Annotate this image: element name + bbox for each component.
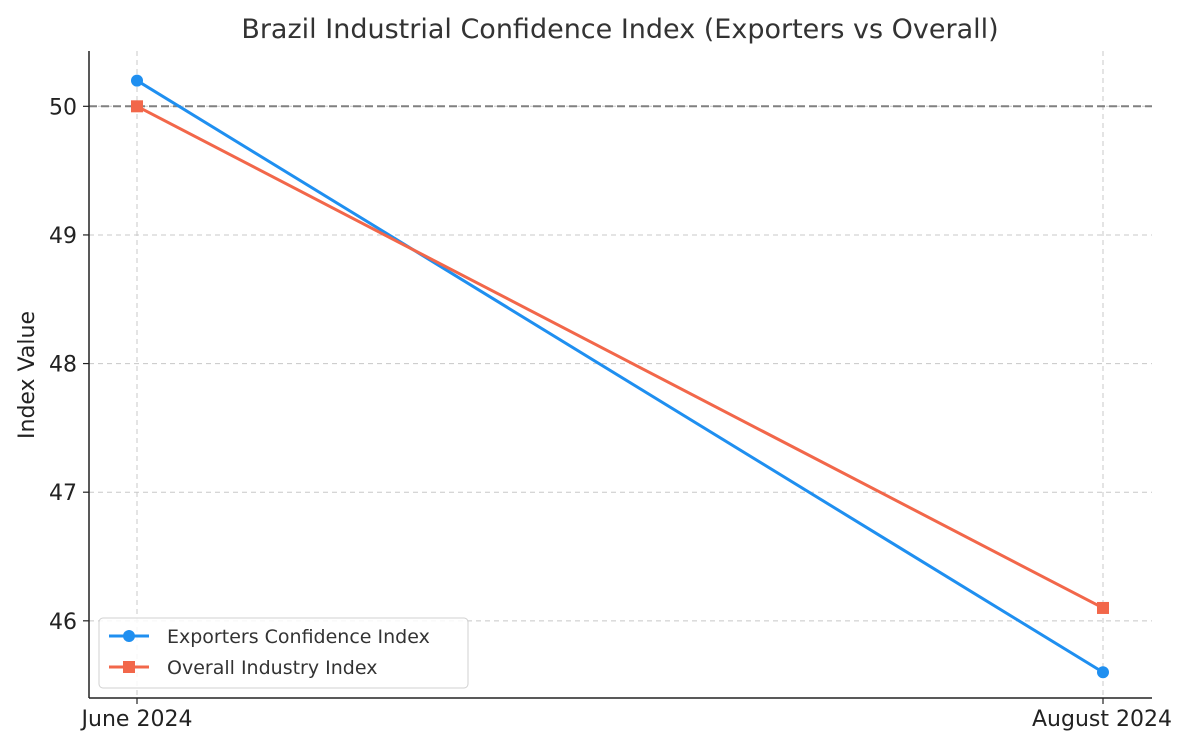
- series-lines: [131, 74, 1109, 679]
- x-tick-label: August 2024: [1032, 707, 1172, 732]
- y-tick-label: 46: [49, 610, 77, 635]
- x-tick-label: June 2024: [80, 707, 193, 732]
- legend-box: [98, 617, 469, 689]
- tick-labels: 46 47 48 49 50 June 2024 August 2024: [49, 95, 1172, 732]
- data-point-1-0: [131, 100, 143, 113]
- grid-lines: [89, 51, 1152, 698]
- legend-label: Exporters Confidence Index: [167, 626, 430, 648]
- series-line-1: [136, 104, 1104, 610]
- data-point-1-1: [1097, 601, 1109, 614]
- axes: [83, 51, 1152, 704]
- chart-title: Brazil Industrial Confidence Index (Expo…: [241, 14, 998, 45]
- y-tick-label: 47: [49, 481, 77, 506]
- y-tick-label: 48: [49, 353, 77, 378]
- legend-swatch-marker: [123, 630, 135, 642]
- y-tick-label: 50: [49, 95, 77, 120]
- series-line-0: [136, 79, 1104, 674]
- legend-label: Overall Industry Index: [167, 657, 377, 679]
- legend: Exporters Confidence Index Overall Indust…: [98, 617, 469, 689]
- data-point-0-1: [1097, 666, 1109, 679]
- data-point-0-0: [131, 74, 143, 87]
- y-tick-label: 49: [49, 224, 77, 249]
- legend-swatch-marker: [123, 661, 135, 673]
- y-axis-label: Index Value: [15, 311, 40, 439]
